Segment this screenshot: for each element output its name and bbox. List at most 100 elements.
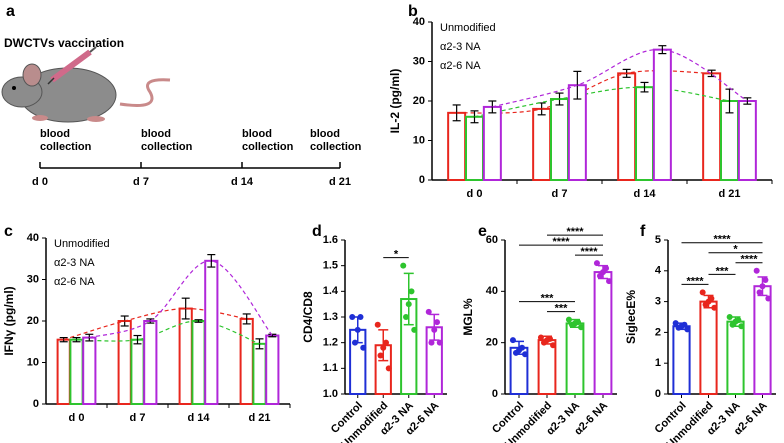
error-bar	[133, 334, 142, 345]
bar	[447, 111, 467, 181]
y-tick-label: 60	[486, 234, 498, 246]
y-tick-label: 30	[413, 55, 425, 67]
data-point	[509, 337, 516, 344]
data-point	[762, 277, 769, 284]
bar	[465, 115, 484, 182]
y-tick-label: 1.0	[323, 388, 338, 400]
x-tick-label: d 14	[187, 412, 210, 424]
data-point	[759, 283, 766, 290]
day-label: d 7	[133, 176, 149, 188]
bar	[56, 338, 71, 405]
y-tick-label: 1	[655, 357, 661, 369]
data-point	[431, 326, 438, 333]
data-point	[596, 272, 603, 279]
y-tick-label: 20	[413, 95, 425, 107]
x-tick-label: d 0	[69, 412, 85, 424]
data-point	[726, 314, 733, 320]
y-tick-label: 1.6	[323, 234, 338, 246]
trend-line	[89, 260, 273, 339]
data-point	[550, 342, 557, 349]
day-label: d 0	[32, 176, 48, 188]
trend-line	[76, 320, 260, 345]
legend-entry: Unmodified	[54, 238, 110, 250]
significance-label: ***	[555, 302, 569, 314]
y-tick-label: 0	[419, 174, 425, 186]
data-point	[425, 308, 432, 315]
data-point	[765, 295, 772, 302]
day-label: d 14	[230, 176, 254, 188]
x-tick-label: d 7	[552, 188, 568, 200]
legend-entry: α2-3 NA	[54, 257, 95, 269]
significance-label: ****	[552, 236, 570, 248]
y-tick-label: 1.1	[323, 362, 338, 374]
data-point	[374, 321, 381, 328]
data-point	[578, 324, 585, 331]
data-point	[428, 339, 435, 346]
bar	[593, 271, 613, 396]
panel-label: c	[4, 223, 13, 240]
y-tick-label: 0	[33, 398, 39, 410]
y-axis-title: MGL%	[461, 298, 475, 336]
y-axis-title: SiglecE%	[624, 290, 638, 344]
significance-label: ****	[686, 275, 704, 287]
bar	[565, 322, 585, 395]
trend-line	[474, 86, 730, 118]
data-point	[402, 314, 409, 320]
data-point	[512, 349, 519, 356]
data-point	[408, 288, 415, 295]
data-point	[537, 334, 544, 341]
trend-line	[63, 307, 247, 341]
data-point	[675, 324, 682, 331]
bar	[702, 72, 722, 181]
significance-label: ***	[716, 265, 730, 277]
day-label: d 21	[328, 176, 352, 188]
bar	[69, 338, 84, 405]
significance-label: *	[733, 244, 738, 256]
data-point	[434, 319, 441, 326]
data-point	[711, 304, 718, 311]
y-tick-label: 10	[413, 134, 425, 146]
bar	[117, 320, 132, 405]
bar	[204, 259, 219, 406]
bar	[753, 285, 772, 396]
data-point	[702, 301, 709, 308]
bar	[239, 317, 254, 405]
data-point	[738, 323, 745, 330]
data-point	[565, 316, 572, 323]
bar	[672, 325, 691, 395]
x-tick-label: d 21	[248, 412, 270, 424]
data-point	[699, 289, 706, 296]
y-tick-label: 1.2	[323, 337, 338, 349]
legend-entry: α2-6 NA	[440, 60, 481, 72]
trend-line	[492, 49, 748, 108]
data-point	[377, 352, 384, 359]
data-point	[436, 339, 443, 346]
event-label: blood collection	[40, 128, 92, 153]
x-tick-label: d 21	[718, 188, 740, 200]
x-tick-label: d 14	[633, 188, 656, 200]
y-tick-label: 20	[27, 315, 39, 327]
y-tick-label: 40	[27, 232, 39, 244]
y-axis-title: IFNγ (pg/ml)	[2, 286, 16, 355]
bar	[82, 336, 97, 406]
data-point	[672, 320, 679, 327]
bar	[635, 86, 654, 181]
significance-label: ****	[580, 246, 598, 258]
error-bar	[640, 81, 649, 93]
bar	[532, 107, 552, 181]
bar	[482, 105, 502, 181]
legend-entry: α2-3 NA	[440, 41, 481, 53]
panel-label: d	[312, 223, 322, 240]
y-tick-label: 40	[486, 285, 498, 297]
data-point	[400, 262, 407, 269]
x-tick-label: d 0	[467, 188, 483, 200]
y-tick-label: 20	[486, 337, 498, 349]
data-point	[756, 289, 763, 296]
y-tick-label: 0	[492, 388, 498, 400]
y-tick-label: 5	[655, 234, 661, 246]
data-point	[606, 278, 613, 285]
data-point	[351, 339, 358, 346]
bar	[726, 320, 745, 395]
